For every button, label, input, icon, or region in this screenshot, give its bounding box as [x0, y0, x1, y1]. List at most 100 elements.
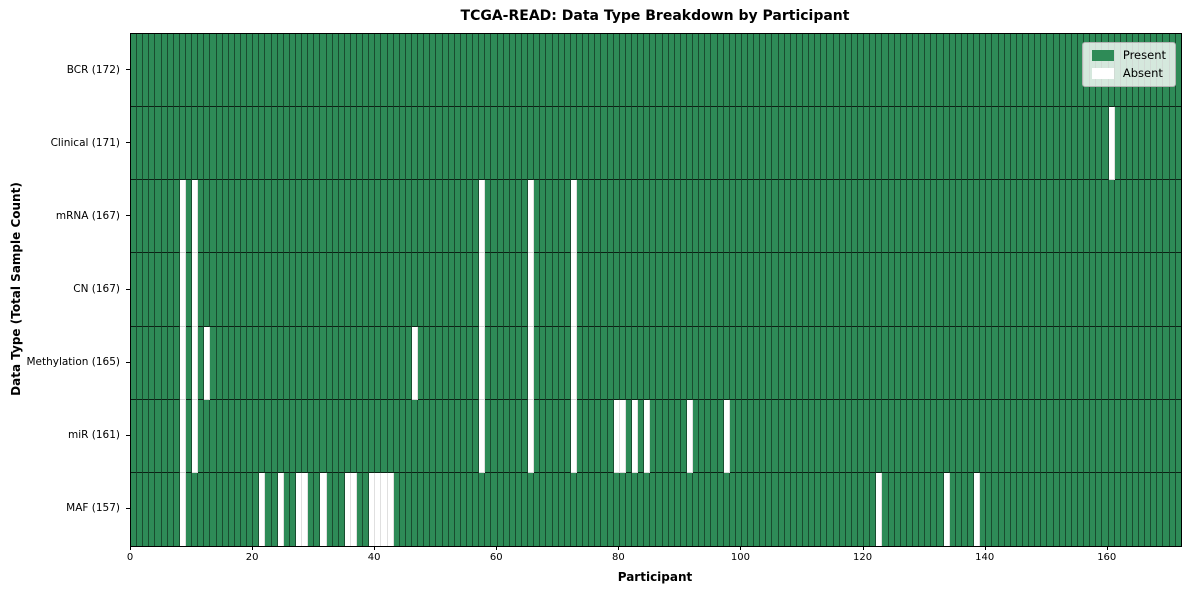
heatmap-cell — [1145, 253, 1152, 327]
heatmap-cell — [668, 472, 675, 546]
heatmap-cell — [399, 107, 406, 181]
heatmap-cell — [650, 253, 657, 327]
heatmap-cell — [858, 472, 865, 546]
heatmap-cell — [485, 34, 492, 108]
heatmap-cell — [399, 326, 406, 400]
heatmap-cell — [534, 253, 541, 327]
heatmap-cell — [277, 472, 284, 546]
heatmap-cell — [454, 107, 461, 181]
heatmap-cell — [735, 107, 742, 181]
heatmap-cell — [1065, 107, 1072, 181]
heatmap-cell — [919, 253, 926, 327]
heatmap-cell — [894, 34, 901, 108]
heatmap-cell — [430, 34, 437, 108]
heatmap-cell — [1084, 107, 1091, 181]
heatmap-row-MAF — [131, 472, 1181, 546]
heatmap-cell — [748, 399, 755, 473]
heatmap-cell — [405, 107, 413, 181]
heatmap-cell — [833, 472, 840, 546]
heatmap-cell — [497, 180, 504, 254]
heatmap-cell — [913, 326, 920, 400]
heatmap-cell — [473, 34, 480, 108]
heatmap-cell — [680, 34, 687, 108]
heatmap-cell — [705, 253, 712, 327]
heatmap-cell — [741, 326, 749, 400]
heatmap-cell — [1059, 107, 1066, 181]
heatmap-cell — [1065, 180, 1072, 254]
heatmap-cell — [1059, 34, 1066, 108]
heatmap-cell — [1041, 326, 1048, 400]
heatmap-cell — [185, 34, 193, 108]
y-tick-label: MAF (157) — [66, 502, 120, 515]
heatmap-cell — [161, 253, 168, 327]
heatmap-cell — [631, 180, 639, 254]
heatmap-cell — [900, 107, 907, 181]
heatmap-cell — [277, 34, 284, 108]
heatmap-cell — [564, 180, 571, 254]
heatmap-cell — [876, 326, 883, 400]
heatmap-cell — [607, 107, 614, 181]
heatmap-cell — [216, 34, 223, 108]
x-axis-title: Participant — [617, 570, 693, 584]
heatmap-cell — [473, 107, 480, 181]
heatmap-cell — [1010, 399, 1017, 473]
heatmap-cell — [845, 472, 852, 546]
heatmap-cell — [473, 399, 480, 473]
heatmap-cell — [1059, 180, 1066, 254]
heatmap-cell — [919, 326, 926, 400]
heatmap-cell — [167, 399, 174, 473]
heatmap-cell — [711, 253, 718, 327]
x-tick-label: 120 — [853, 552, 873, 563]
heatmap-cell — [815, 253, 822, 327]
heatmap-cell — [485, 180, 492, 254]
heatmap-cell — [576, 253, 584, 327]
heatmap-cell — [674, 472, 681, 546]
heatmap-cell — [137, 180, 144, 254]
heatmap-cell — [809, 107, 816, 181]
heatmap-cell — [864, 107, 871, 181]
heatmap-cell — [607, 399, 614, 473]
heatmap-cell — [265, 472, 272, 546]
heatmap-cell — [943, 326, 950, 400]
heatmap-cell — [314, 180, 321, 254]
y-tick-mark — [126, 288, 130, 290]
heatmap-row-mRNA — [131, 180, 1181, 254]
heatmap-cell — [302, 253, 309, 327]
heatmap-cell — [503, 34, 510, 108]
heatmap-cell — [906, 472, 913, 546]
heatmap-cell — [711, 107, 718, 181]
heatmap-cell — [210, 472, 217, 546]
heatmap-cell — [534, 180, 541, 254]
heatmap-cell — [980, 472, 987, 546]
heatmap-cell — [308, 399, 315, 473]
heatmap-row-BCR — [131, 34, 1181, 108]
y-tick-mark — [126, 142, 130, 144]
heatmap-cell — [393, 253, 400, 327]
heatmap-cell — [699, 180, 706, 254]
heatmap-cell — [693, 472, 700, 546]
heatmap-cell — [894, 472, 901, 546]
heatmap-cell — [650, 180, 657, 254]
heatmap-cell — [558, 34, 565, 108]
heatmap-cell — [424, 472, 431, 546]
heatmap-cell — [271, 399, 278, 473]
heatmap-cell — [668, 34, 675, 108]
x-tick-label: 40 — [367, 552, 381, 563]
heatmap-cell — [729, 399, 736, 473]
heatmap-cell — [876, 472, 883, 546]
heatmap-cell — [247, 399, 254, 473]
heatmap-cell — [1071, 326, 1078, 400]
heatmap-cell — [894, 180, 901, 254]
heatmap-cell — [772, 253, 779, 327]
heatmap-cell — [858, 107, 865, 181]
heatmap-cell — [503, 472, 510, 546]
heatmap-cell — [393, 34, 400, 108]
heatmap-cell — [967, 399, 975, 473]
heatmap-cell — [332, 472, 339, 546]
heatmap-cell — [949, 107, 956, 181]
heatmap-cell — [790, 472, 797, 546]
heatmap-cell — [1157, 253, 1164, 327]
heatmap-cell — [595, 253, 602, 327]
y-axis-ticks: BCR (172) Clinical (171) mRNA (167) CN (167… — [0, 33, 130, 545]
heatmap-cell — [589, 180, 596, 254]
